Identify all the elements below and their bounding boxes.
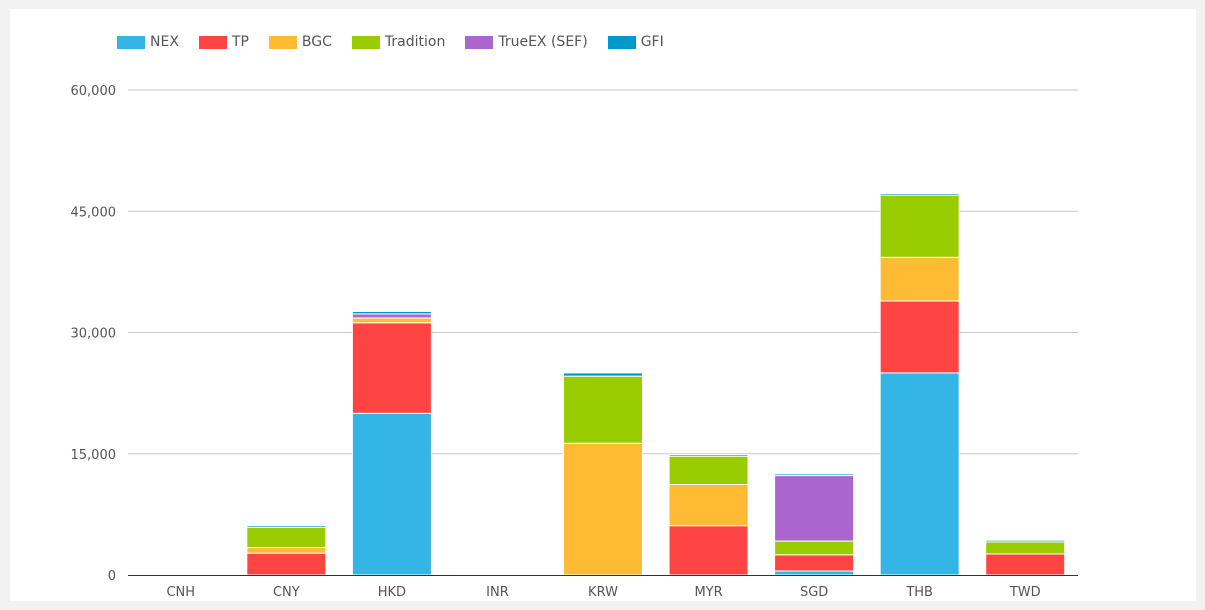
bar-segment-krw-bgc[interactable] xyxy=(563,442,643,576)
legend-label-bgc: BGC xyxy=(301,34,332,50)
legend-item-bgc[interactable]: BGC xyxy=(268,34,332,50)
y-tick-label: 30,000 xyxy=(71,327,117,342)
x-axis-tick-labels: CNH CNY HKD INR KRW MYR SGD THB TWD xyxy=(166,585,1040,600)
bar-segment-myr-gfi[interactable] xyxy=(668,454,749,457)
bar-segment-sgd-tp[interactable] xyxy=(774,554,855,572)
bar-segment-twd-tradition[interactable] xyxy=(985,541,1066,555)
legend-swatch-tradition xyxy=(351,35,380,49)
legend-swatch-trueex xyxy=(465,35,494,49)
legend-item-trueex[interactable]: TrueEX (SEF) xyxy=(465,34,588,50)
bar-segment-cny-bgc[interactable] xyxy=(246,547,327,554)
bar-segment-cnh-gfi[interactable] xyxy=(140,573,221,576)
bar-segment-cny-tp[interactable] xyxy=(246,552,327,576)
legend-swatch-nex xyxy=(117,35,145,49)
y-tick-label: 60,000 xyxy=(71,84,117,99)
y-tick-label: 0 xyxy=(108,569,116,584)
bar-segment-myr-tp[interactable] xyxy=(668,525,749,576)
bar-segment-thb-tp[interactable] xyxy=(879,300,960,374)
legend-swatch-gfi xyxy=(607,35,636,49)
bar-segment-twd-tp[interactable] xyxy=(985,553,1066,576)
legend-item-gfi[interactable]: GFI xyxy=(607,34,664,50)
bar-segment-hkd-trueex-sef[interactable] xyxy=(351,313,432,319)
bar-segment-thb-tradition[interactable] xyxy=(879,194,960,258)
y-tick-label: 15,000 xyxy=(71,448,117,463)
bar-segment-cny-gfi[interactable] xyxy=(246,525,327,528)
chart-legend: NEX TP BGC Tradition TrueEX (SEF) GFI xyxy=(117,34,684,50)
x-tick-label: MYR xyxy=(694,585,722,600)
bar-segment-thb-nex[interactable] xyxy=(879,372,960,576)
y-tick-label: 45,000 xyxy=(71,205,117,220)
legend-label-tp: TP xyxy=(231,34,249,50)
legend-label-tradition: Tradition xyxy=(384,34,446,50)
legend-swatch-bgc xyxy=(268,35,297,49)
bar-segment-hkd-bgc[interactable] xyxy=(351,317,432,324)
legend-item-nex[interactable]: NEX xyxy=(117,34,179,50)
x-tick-label: INR xyxy=(486,585,509,600)
legend-item-tradition[interactable]: Tradition xyxy=(351,34,446,50)
x-tick-label: CNY xyxy=(273,585,300,600)
x-tick-label: SGD xyxy=(800,585,828,600)
bar-segment-sgd-nex[interactable] xyxy=(774,570,855,576)
x-tick-label: KRW xyxy=(588,585,618,600)
legend-swatch-tp xyxy=(198,35,227,49)
bar-segment-hkd-tp[interactable] xyxy=(351,322,432,414)
bar-segment-cny-tradition[interactable] xyxy=(246,526,327,549)
legend-label-trueex: TrueEX (SEF) xyxy=(498,34,588,50)
x-tick-label: THB xyxy=(905,585,933,600)
x-tick-label: TWD xyxy=(1009,585,1041,600)
bar-segment-myr-bgc[interactable] xyxy=(668,483,749,527)
bars xyxy=(140,192,1066,576)
bar-segment-sgd-tradition[interactable] xyxy=(774,540,855,556)
bar-segment-krw-gfi[interactable] xyxy=(563,372,643,377)
bar-segment-thb-gfi[interactable] xyxy=(879,192,960,196)
bar-segment-inr-gfi[interactable] xyxy=(457,573,538,576)
x-tick-label: HKD xyxy=(378,585,406,600)
bar-segment-hkd-nex[interactable] xyxy=(351,412,432,576)
legend-item-tp[interactable]: TP xyxy=(198,34,249,50)
bar-segment-twd-gfi[interactable] xyxy=(985,539,1066,543)
bar-segment-sgd-trueex-sef[interactable] xyxy=(774,475,855,542)
bar-segment-hkd-gfi[interactable] xyxy=(351,310,432,315)
bar-segment-thb-bgc[interactable] xyxy=(879,256,960,302)
bar-segment-sgd-gfi[interactable] xyxy=(774,473,855,477)
bar-segment-krw-tradition[interactable] xyxy=(563,375,643,444)
y-axis-tick-labels: 0 15,000 30,000 45,000 60,000 xyxy=(71,84,117,584)
bar-segment-myr-tradition[interactable] xyxy=(668,455,749,485)
legend-label-gfi: GFI xyxy=(640,34,664,50)
x-tick-label: CNH xyxy=(166,585,195,600)
legend-label-nex: NEX xyxy=(150,34,179,50)
